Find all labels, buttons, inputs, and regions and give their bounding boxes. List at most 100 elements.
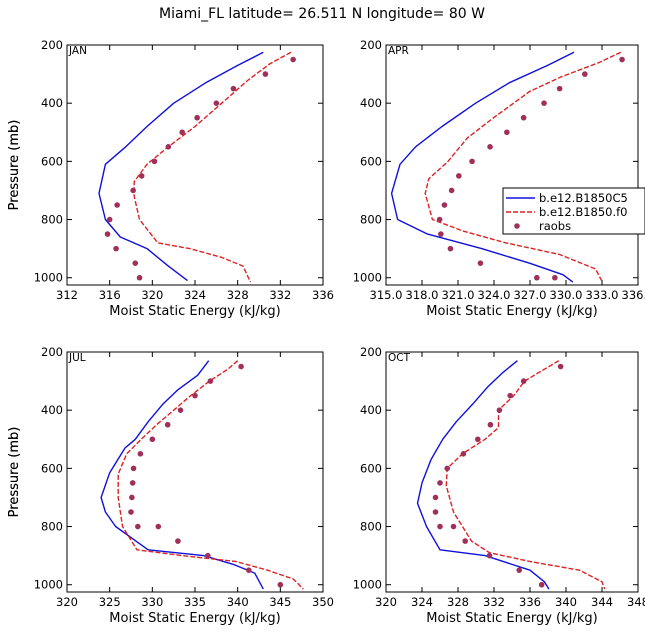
- x-tick-label: 327.0: [514, 288, 547, 302]
- series-line-b1850-f0: [133, 51, 292, 283]
- raobs-point: [496, 407, 503, 413]
- plot-frame: [66, 351, 324, 593]
- raobs-point: [507, 392, 513, 399]
- y-tick-label: 600: [360, 461, 382, 475]
- y-tick-label: 400: [360, 403, 382, 417]
- y-tick-label: 200: [360, 345, 382, 359]
- x-tick-label: 330: [141, 595, 163, 609]
- raobs-point: [155, 523, 162, 530]
- plot-frame: [385, 351, 639, 593]
- raobs-point: [128, 509, 134, 515]
- panel-label: JUL: [68, 352, 86, 364]
- x-tick-label: 332: [269, 288, 291, 302]
- y-tick-label: 400: [360, 96, 382, 110]
- raobs-point: [444, 465, 451, 472]
- plot-data: [390, 51, 625, 283]
- y-axis-label: Pressure (mb): [7, 427, 22, 518]
- raobs-point: [487, 421, 494, 428]
- panels: JAN 312 316 320 324 328 332 336 200 400 600 800 1000…: [7, 38, 645, 626]
- x-axis-label: Moist Static Energy (kJ/kg): [426, 611, 597, 626]
- x-tick-label: 325: [99, 595, 121, 609]
- raobs-point: [192, 392, 198, 399]
- raobs-point: [277, 581, 284, 588]
- x-tick-label: 330.0: [550, 288, 583, 302]
- series-line-b1850c5: [98, 51, 264, 282]
- panel-label: OCT: [388, 352, 411, 364]
- y-tick-label: 800: [360, 520, 382, 534]
- y-tick-label: 400: [41, 96, 63, 110]
- series-line-b1850c5: [100, 360, 264, 590]
- y-tick-label: 800: [41, 520, 63, 534]
- x-tick-label: 348: [627, 595, 645, 609]
- y-tick-label: 600: [41, 154, 63, 168]
- x-tick-label: 345: [269, 595, 291, 609]
- series-line-b1850c5: [390, 51, 575, 283]
- plot-data: [416, 360, 606, 590]
- figure-title: Miami_FL latitude= 26.511 N longitude= 8…: [159, 6, 485, 22]
- y-tick-label: 1000: [353, 271, 382, 285]
- raobs-point: [106, 216, 113, 223]
- x-tick-label: 324: [411, 595, 433, 609]
- x-tick-label: 333.0: [586, 288, 619, 302]
- x-axis-label: Moist Static Energy (kJ/kg): [426, 304, 597, 319]
- raobs-point: [448, 187, 455, 194]
- legend-label: b.e12.B1850C5: [539, 191, 628, 205]
- raobs-point: [538, 581, 545, 588]
- raobs-point: [114, 202, 120, 208]
- y-axis-label: Pressure (mb): [7, 120, 22, 211]
- raobs-point: [238, 363, 244, 370]
- raobs-point: [207, 378, 214, 384]
- raobs-point: [130, 187, 136, 194]
- x-tick-label: 350: [312, 595, 334, 609]
- raobs-point: [135, 523, 141, 530]
- y-tick-label: 200: [360, 38, 382, 52]
- raobs-point: [113, 245, 119, 252]
- x-tick-label: 336.0: [622, 288, 645, 302]
- x-tick-label: 320: [56, 595, 78, 609]
- raobs-point: [557, 363, 564, 370]
- raobs-point: [534, 274, 540, 281]
- x-tick-label: 315.0: [370, 288, 403, 302]
- raobs-point: [460, 451, 467, 457]
- series-line-b1850c5: [416, 360, 550, 590]
- x-tick-label: 320: [141, 288, 163, 302]
- raobs-point: [438, 231, 444, 237]
- x-tick-label: 328: [447, 595, 469, 609]
- y-tick-label: 1000: [353, 578, 382, 592]
- raobs-point: [456, 173, 462, 179]
- legend-entry: b.e12.B1850.f0: [506, 205, 628, 219]
- raobs-point: [129, 494, 135, 501]
- panel-label: JAN: [68, 45, 87, 57]
- x-tick-label: 344: [591, 595, 613, 609]
- y-tick-label: 1000: [34, 271, 63, 285]
- plot-data: [100, 360, 304, 590]
- panel-jan: JAN 312 316 320 324 328 332 336 200 400 600 800 1000…: [7, 38, 334, 319]
- x-tick-label: 328: [227, 288, 249, 302]
- raobs-point: [552, 274, 558, 281]
- y-tick-label: 800: [360, 213, 382, 227]
- raobs-point: [441, 202, 448, 208]
- raobs-point: [477, 260, 484, 266]
- x-tick-label: 332: [483, 595, 505, 609]
- raobs-point: [165, 144, 172, 150]
- x-tick-label: 320: [375, 595, 397, 609]
- y-tick-label: 200: [41, 345, 63, 359]
- raobs-point: [516, 567, 522, 573]
- panel-oct: OCT 320 324 328 332 336 340 344 348 200 400 600 800 1…: [7, 345, 645, 626]
- raobs-point: [136, 274, 143, 281]
- raobs-point: [132, 260, 139, 266]
- raobs-point: [262, 71, 269, 77]
- raobs-point: [177, 407, 184, 413]
- x-tick-label: 336: [312, 288, 334, 302]
- legend-box: [502, 187, 645, 235]
- y-tick-label: 1000: [34, 578, 63, 592]
- y-axis-label: Pressure (mb): [7, 120, 22, 211]
- x-axis-label: Moist Static Energy (kJ/kg): [109, 304, 280, 319]
- x-tick-label: 316: [99, 288, 121, 302]
- raobs-point: [129, 480, 136, 486]
- x-tick-label: 318.0: [406, 288, 439, 302]
- plot-data: [98, 51, 296, 283]
- raobs-point: [619, 56, 625, 63]
- raobs-point: [520, 114, 527, 121]
